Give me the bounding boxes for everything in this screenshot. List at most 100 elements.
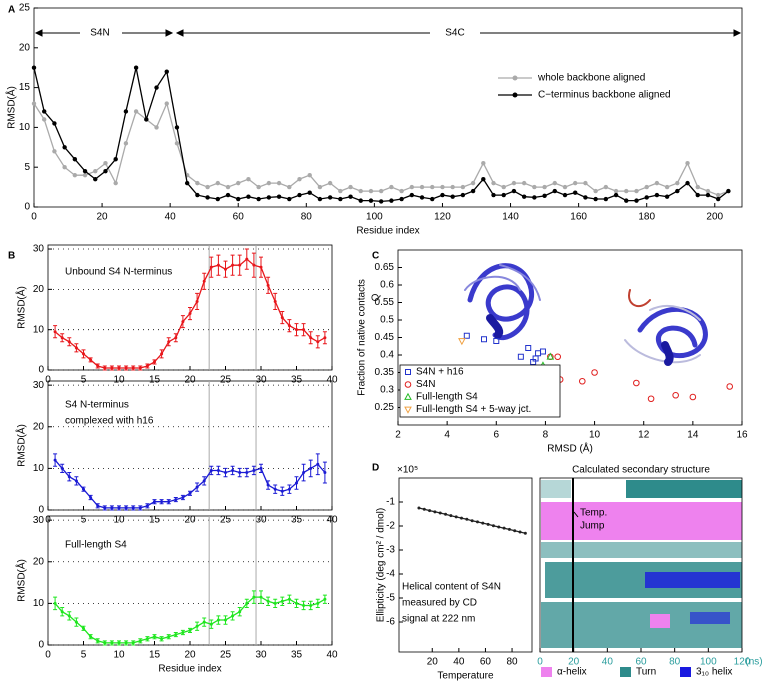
point	[96, 504, 100, 508]
annotation: Temp.	[580, 508, 607, 519]
legend-label: S4N	[416, 379, 435, 390]
point	[110, 506, 114, 510]
point	[368, 198, 374, 203]
point	[266, 483, 270, 487]
point	[430, 196, 435, 202]
point	[103, 506, 107, 510]
point	[644, 184, 649, 190]
point	[123, 109, 129, 114]
point	[62, 145, 67, 150]
point	[60, 336, 64, 340]
point	[450, 184, 455, 190]
point	[302, 328, 306, 332]
legend-swatch	[680, 667, 691, 677]
point	[705, 188, 711, 194]
point	[231, 614, 235, 618]
point	[138, 506, 142, 510]
y-tick-label: 0.45	[375, 332, 395, 343]
y-tick-label: 0.4	[380, 350, 394, 361]
plot-frame	[47, 515, 333, 646]
y-tick-label: 20	[19, 42, 31, 53]
point	[238, 471, 242, 475]
legend-swatch	[541, 667, 552, 677]
point	[438, 511, 442, 515]
point	[74, 479, 78, 483]
point	[542, 193, 547, 199]
region-label: S4N	[90, 28, 109, 39]
point	[323, 471, 327, 475]
point	[295, 328, 298, 332]
y-axis-label: RMSD(Å)	[15, 559, 28, 602]
point	[422, 507, 426, 511]
y-tick-label: 25	[19, 3, 31, 14]
point	[327, 195, 333, 200]
point	[53, 601, 57, 605]
panel-label: B	[8, 251, 15, 262]
point	[338, 188, 343, 194]
point	[280, 599, 284, 603]
point	[419, 195, 425, 200]
point	[225, 184, 231, 190]
x-tick-label: 6	[494, 430, 500, 441]
x-tick-label: 15	[149, 650, 161, 661]
point	[117, 506, 121, 510]
x-tick-label: 10	[589, 430, 601, 441]
point	[307, 190, 312, 195]
x-tick-label: 160	[570, 212, 587, 223]
point	[89, 358, 93, 362]
x-tick-label: 16	[736, 430, 748, 441]
point	[256, 184, 261, 190]
point	[399, 188, 404, 194]
point	[562, 192, 568, 198]
point	[705, 192, 711, 198]
legend-marker	[512, 92, 518, 98]
y-tick-label: -5	[386, 593, 395, 604]
point	[89, 496, 93, 500]
point	[539, 348, 546, 355]
x-axis-label: Residue index	[356, 226, 419, 237]
point	[470, 188, 476, 194]
y-tick-label: 10	[33, 463, 45, 474]
x-tick-label: 20	[427, 657, 439, 668]
point	[603, 196, 609, 202]
point	[52, 121, 57, 126]
x-tick-label: 15	[149, 515, 161, 526]
point	[491, 180, 496, 186]
point	[603, 184, 609, 190]
point	[67, 475, 71, 479]
point	[96, 364, 100, 368]
point	[42, 117, 47, 122]
x-tick-label: 14	[687, 430, 699, 441]
point	[307, 172, 312, 178]
point	[67, 614, 71, 618]
point	[532, 184, 537, 190]
y-tick-label: 0.55	[375, 297, 395, 308]
x-tick-label: 60	[635, 657, 647, 668]
point	[465, 517, 469, 521]
point	[440, 184, 445, 190]
point	[287, 184, 292, 190]
point	[174, 498, 178, 502]
point	[89, 635, 93, 639]
point	[238, 610, 242, 614]
x-tick-label: 80	[506, 657, 518, 668]
point	[52, 149, 57, 154]
point	[316, 601, 320, 605]
point	[552, 188, 557, 194]
x-tick-label: 100	[366, 212, 383, 223]
point	[205, 184, 210, 190]
x-tick-label: 25	[220, 515, 232, 526]
point	[573, 180, 578, 186]
point	[481, 521, 485, 525]
x-tick-label: 20	[568, 657, 580, 668]
point	[358, 198, 363, 203]
point	[160, 637, 164, 641]
x-tick-label: 35	[291, 375, 303, 386]
panel-annotation: Unbound S4 N-terminus	[65, 267, 172, 278]
point	[535, 350, 542, 357]
panel-annotation: measured by CD	[402, 598, 477, 609]
x-tick-label: 30	[255, 375, 267, 386]
point	[685, 161, 690, 166]
point	[133, 109, 139, 114]
y-tick-label: 0	[38, 505, 44, 516]
